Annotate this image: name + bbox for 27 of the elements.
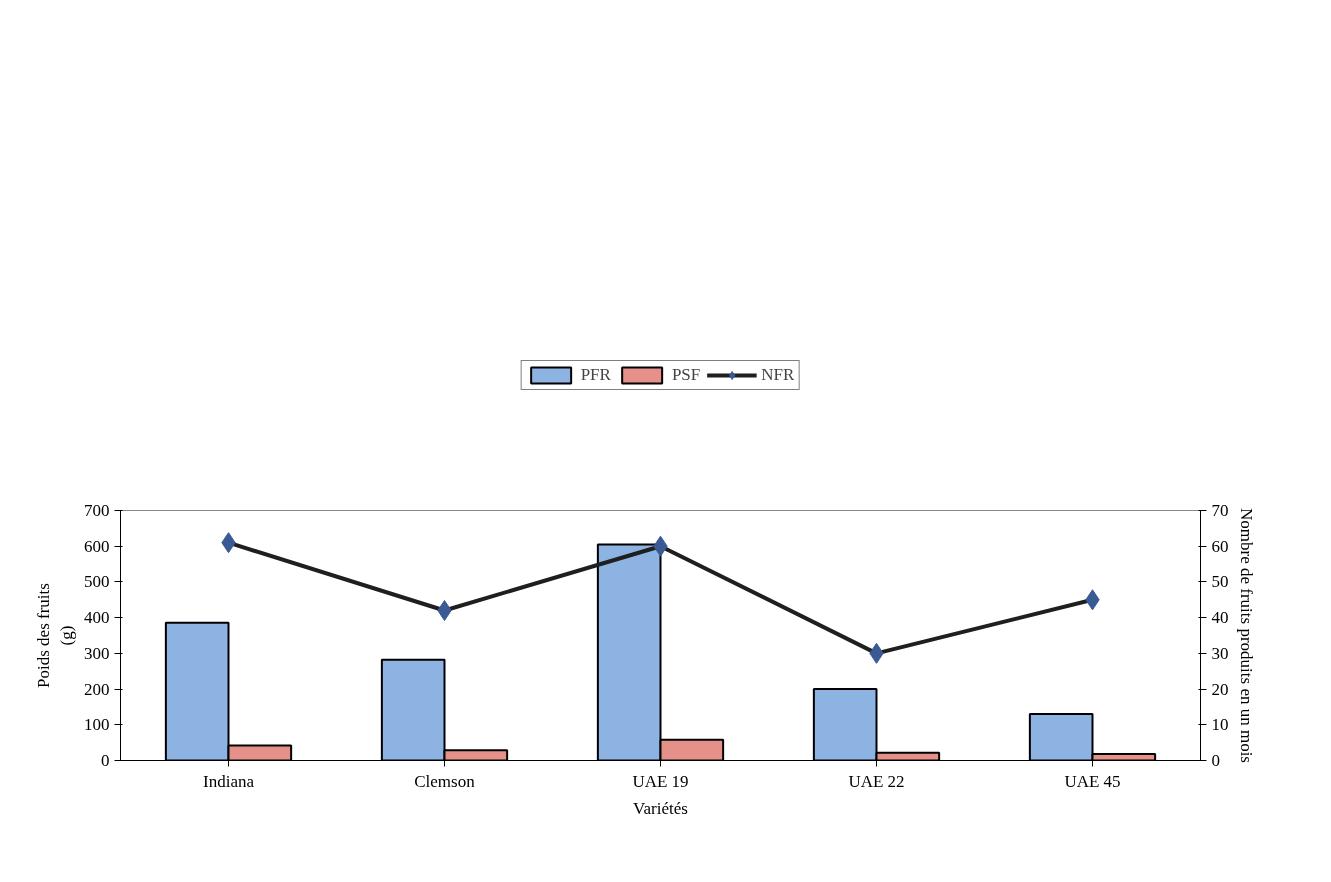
y2-tick-label: 0 xyxy=(1211,751,1220,770)
x-tick-label: UAE 22 xyxy=(848,771,905,791)
legend-label: PFR xyxy=(580,365,611,385)
y2-tick-label: 10 xyxy=(1211,715,1229,735)
x-tick-label: UAE 19 xyxy=(632,771,689,791)
y-tick-label: 600 xyxy=(84,536,110,556)
y2-axis-title: Nombre de fruits produits en un mois xyxy=(1236,508,1256,763)
y2-tick-label: 20 xyxy=(1211,679,1229,699)
x-axis-title: Variétés xyxy=(633,798,688,818)
y-tick-label: 300 xyxy=(84,643,110,663)
y2-tick-label: 30 xyxy=(1211,643,1229,663)
y-tick-label: 500 xyxy=(84,572,110,592)
x-tick-label: Clemson xyxy=(414,771,476,791)
legend-label: PSF xyxy=(671,365,701,385)
x-tick-label: UAE 45 xyxy=(1064,771,1121,791)
y2-tick-label: 50 xyxy=(1211,572,1229,592)
y2-tick-label: 60 xyxy=(1211,536,1229,556)
x-tick-label: Indiana xyxy=(203,771,255,791)
y2-tick-label: 40 xyxy=(1211,608,1229,628)
legend-label: NFR xyxy=(761,365,795,385)
y-axis-title: Poids des fruits (g) xyxy=(34,583,76,688)
y2-tick-label: 70 xyxy=(1211,501,1229,520)
y-tick-label: 200 xyxy=(84,679,110,699)
y-tick-label: 700 xyxy=(84,501,110,520)
y-tick-label: 100 xyxy=(84,715,110,735)
y-tick-label: 400 xyxy=(84,608,110,628)
y-tick-label: 0 xyxy=(101,751,110,770)
